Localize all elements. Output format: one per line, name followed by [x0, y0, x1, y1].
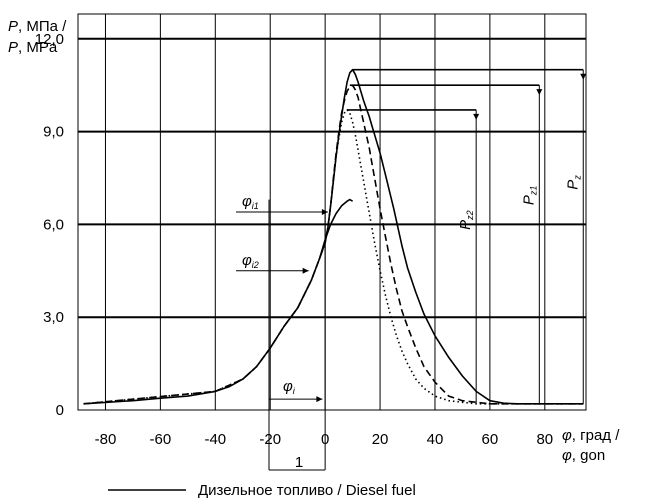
- pz1-label: Pz1: [520, 186, 538, 206]
- pz1-label-subscript: z1: [528, 186, 538, 197]
- phi-i1-arrowhead: [321, 209, 328, 215]
- pz-arrowhead: [580, 73, 587, 80]
- phi-i1-label-text: φi1: [242, 193, 259, 211]
- y-tick-label: 0: [56, 402, 64, 419]
- phi-i1-label: φi1: [242, 193, 259, 211]
- y-axis-label-en: P, MPa: [8, 39, 58, 56]
- phi-i2-arrowhead: [302, 267, 309, 274]
- scale-bar-label: 1: [295, 454, 303, 471]
- x-tick-label: 40: [427, 431, 444, 448]
- phi-i1-label-subscript: i1: [252, 201, 259, 211]
- y-axis-label-ru-symbol: P: [8, 18, 18, 35]
- x-tick-label: -40: [204, 431, 226, 448]
- x-tick-label: -20: [259, 431, 281, 448]
- phi-i-arrowhead: [316, 396, 323, 403]
- y-axis-label-en-symbol: P: [8, 39, 18, 56]
- series-dashed-line: [83, 84, 584, 405]
- series-dotted-line: [83, 109, 584, 405]
- legend-diesel-label: Дизельное топливо / Diesel fuel: [198, 482, 416, 499]
- x-tick-label: 60: [482, 431, 499, 448]
- phi-i-label: φi: [283, 378, 296, 396]
- pz-label-subscript: z: [572, 175, 582, 181]
- y-tick-label: 3,0: [43, 309, 64, 326]
- x-tick-label: -60: [150, 431, 172, 448]
- pz2-arrowhead: [473, 113, 480, 120]
- y-axis-label-en-text: , MPa: [18, 39, 58, 56]
- phi-i2-label-subscript: i2: [252, 260, 259, 270]
- phi-i2-label: φi2: [242, 252, 259, 270]
- x-tick-label: -80: [95, 431, 117, 448]
- pz2-label-subscript: z2: [465, 210, 475, 221]
- y-tick-label: 9,0: [43, 124, 64, 141]
- pz1-label-text: Pz1: [520, 186, 538, 206]
- phi-i-label-subscript: i: [293, 386, 296, 396]
- y-axis-label-ru: P, МПа /: [8, 18, 67, 35]
- tick-labels: 03,06,09,012,0-80 -60 -40 -20 0 20 40 60 80: [35, 31, 553, 448]
- pz-label: Pz: [564, 175, 582, 190]
- plot-frame: [77, 13, 587, 411]
- pz-label-text: Pz: [564, 175, 582, 190]
- x-axis-label-ru-symbol: φ: [562, 427, 572, 444]
- x-axis-label-ru-text: , град /: [572, 427, 620, 444]
- series-solid-line: [83, 68, 584, 405]
- x-axis-label-ru: φ, град /: [562, 427, 620, 444]
- y-axis-label-ru-text: , МПа /: [18, 18, 67, 35]
- data-series: [83, 68, 584, 405]
- pz1-arrowhead: [536, 89, 543, 96]
- y-tick-label: 6,0: [43, 216, 64, 233]
- grid: [77, 13, 587, 411]
- x-axis-label-en: φ, gon: [562, 447, 605, 464]
- y-tick-label: 12,0: [35, 31, 64, 48]
- x-tick-label: 20: [372, 431, 389, 448]
- x-axis-label-en-symbol: φ: [562, 447, 572, 464]
- pz2-label: Pz2: [457, 210, 475, 230]
- phi-i2-label-text: φi2: [242, 252, 259, 270]
- series-solid-line: [318, 198, 353, 259]
- x-tick-label: 80: [536, 431, 553, 448]
- phi-i-label-text: φi: [283, 378, 296, 396]
- pz2-label-text: Pz2: [457, 210, 475, 230]
- x-axis-label-en-text: , gon: [572, 447, 605, 464]
